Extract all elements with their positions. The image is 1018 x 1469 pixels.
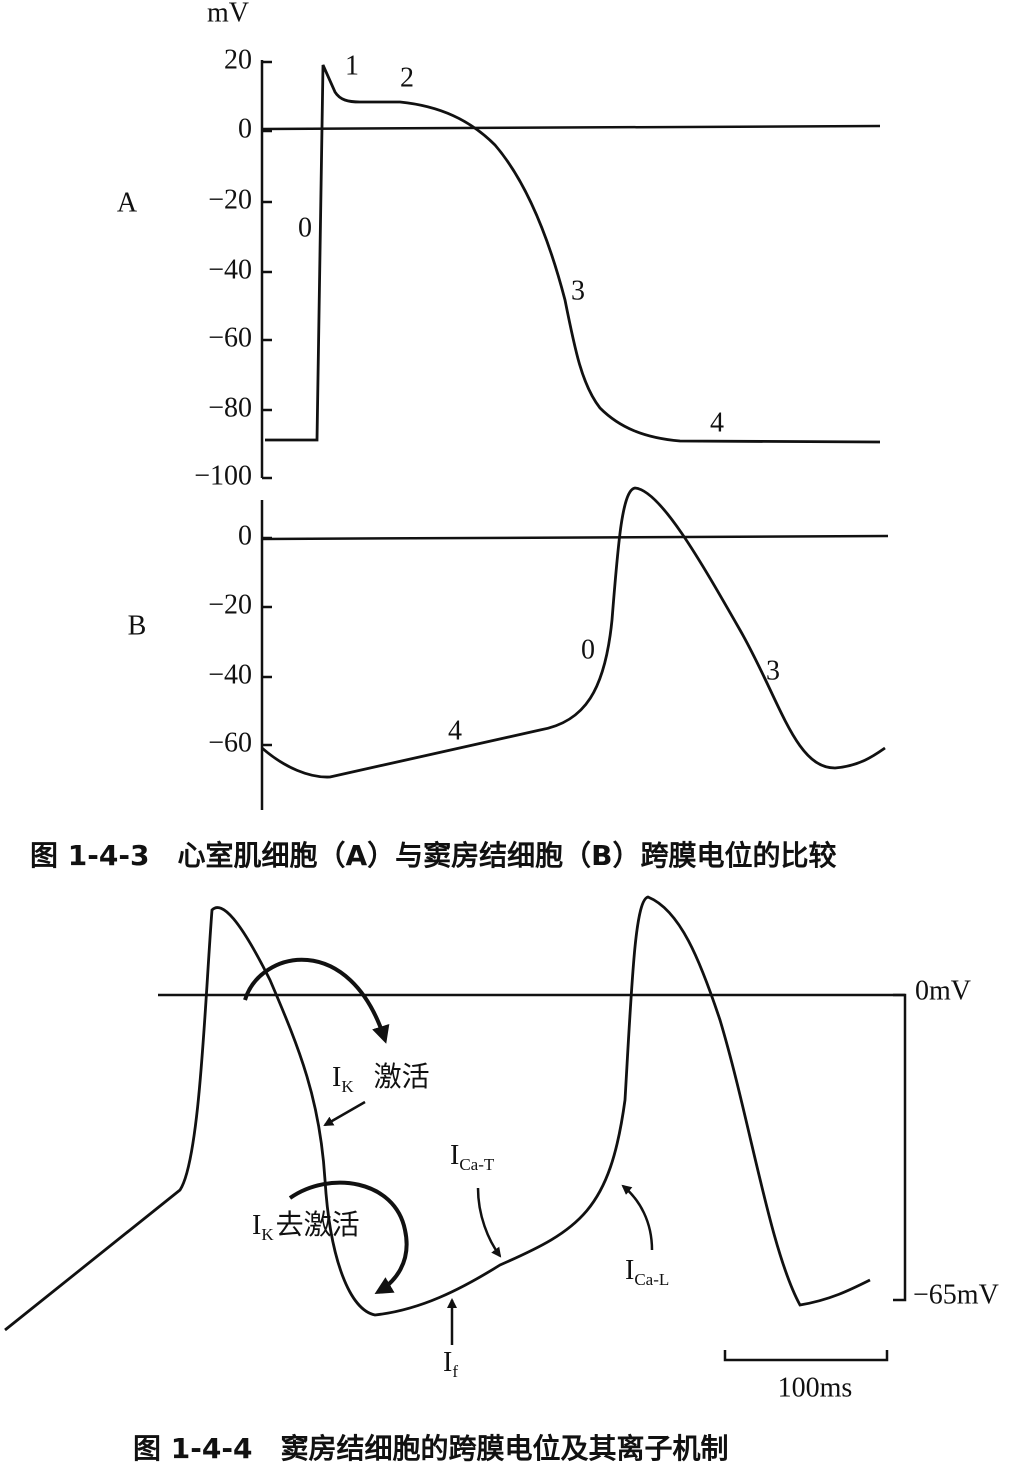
y-tick-label: −100	[194, 460, 252, 491]
current-label: IK去激活	[252, 1209, 360, 1243]
phase-label: 4	[710, 407, 724, 438]
phase-label: 3	[766, 655, 780, 686]
level-label: 0mV	[915, 975, 971, 1006]
phase-label: 2	[400, 62, 414, 93]
phase-label: 3	[571, 275, 585, 306]
caption: 图 1-4-4 窦房结细胞的跨膜电位及其离子机制	[133, 1432, 728, 1465]
zero-line	[261, 534, 889, 541]
arrow	[621, 1184, 654, 1251]
phase-label: 1	[345, 50, 359, 81]
current-label: IK 激活	[332, 1061, 430, 1095]
y-tick-label: 0	[238, 113, 252, 144]
current-symbol: I	[332, 1062, 341, 1093]
current-label: ICa-T	[450, 1140, 495, 1173]
y-tick-label: −60	[208, 727, 252, 758]
current-label: ICa-L	[625, 1255, 669, 1288]
bracket	[893, 993, 907, 1302]
curve	[4, 895, 871, 1332]
y-tick-label: −80	[208, 392, 252, 423]
scale-label: 100ms	[778, 1372, 853, 1403]
current-symbol: I	[252, 1210, 261, 1241]
y-tick-label: −20	[208, 589, 252, 620]
arrow-arc	[288, 1180, 409, 1295]
current-text: 去激活	[276, 1209, 360, 1241]
y-tick-label: −40	[208, 659, 252, 690]
current-label: If	[443, 1347, 458, 1380]
current-text: 激活	[374, 1061, 430, 1093]
curve-a	[265, 64, 881, 444]
zero-line	[261, 124, 881, 131]
y-tick-label: 20	[224, 44, 252, 75]
current-symbol: I	[443, 1347, 452, 1378]
caption: 图 1-4-3 心室肌细胞（A）与窦房结细胞（B）跨膜电位的比较	[30, 839, 836, 872]
current-symbol: I	[450, 1140, 459, 1171]
phase-label: 4	[448, 715, 462, 746]
current-subscript: Ca-T	[459, 1155, 495, 1174]
phase-label: 0	[298, 212, 312, 243]
panel-label: A	[117, 187, 138, 218]
y-tick-label: −40	[208, 254, 252, 285]
unit-label: mV	[207, 0, 249, 28]
current-subscript: Ca-L	[634, 1270, 669, 1289]
curve-b	[261, 486, 886, 779]
level-label: −65mV	[913, 1279, 999, 1310]
phase-label: 0	[581, 634, 595, 665]
y-tick-label: 0	[238, 520, 252, 551]
y-tick-label: −20	[208, 184, 252, 215]
arrow	[476, 1187, 502, 1258]
arrow-arc	[243, 957, 390, 1044]
current-symbol: I	[625, 1255, 634, 1286]
scale-bar	[723, 1350, 889, 1362]
current-subscript: f	[452, 1362, 458, 1381]
y-tick-label: −60	[208, 322, 252, 353]
panel-label: B	[128, 610, 147, 641]
arrow	[323, 1100, 366, 1127]
current-subscript: K	[261, 1225, 274, 1244]
current-subscript: K	[341, 1077, 354, 1096]
